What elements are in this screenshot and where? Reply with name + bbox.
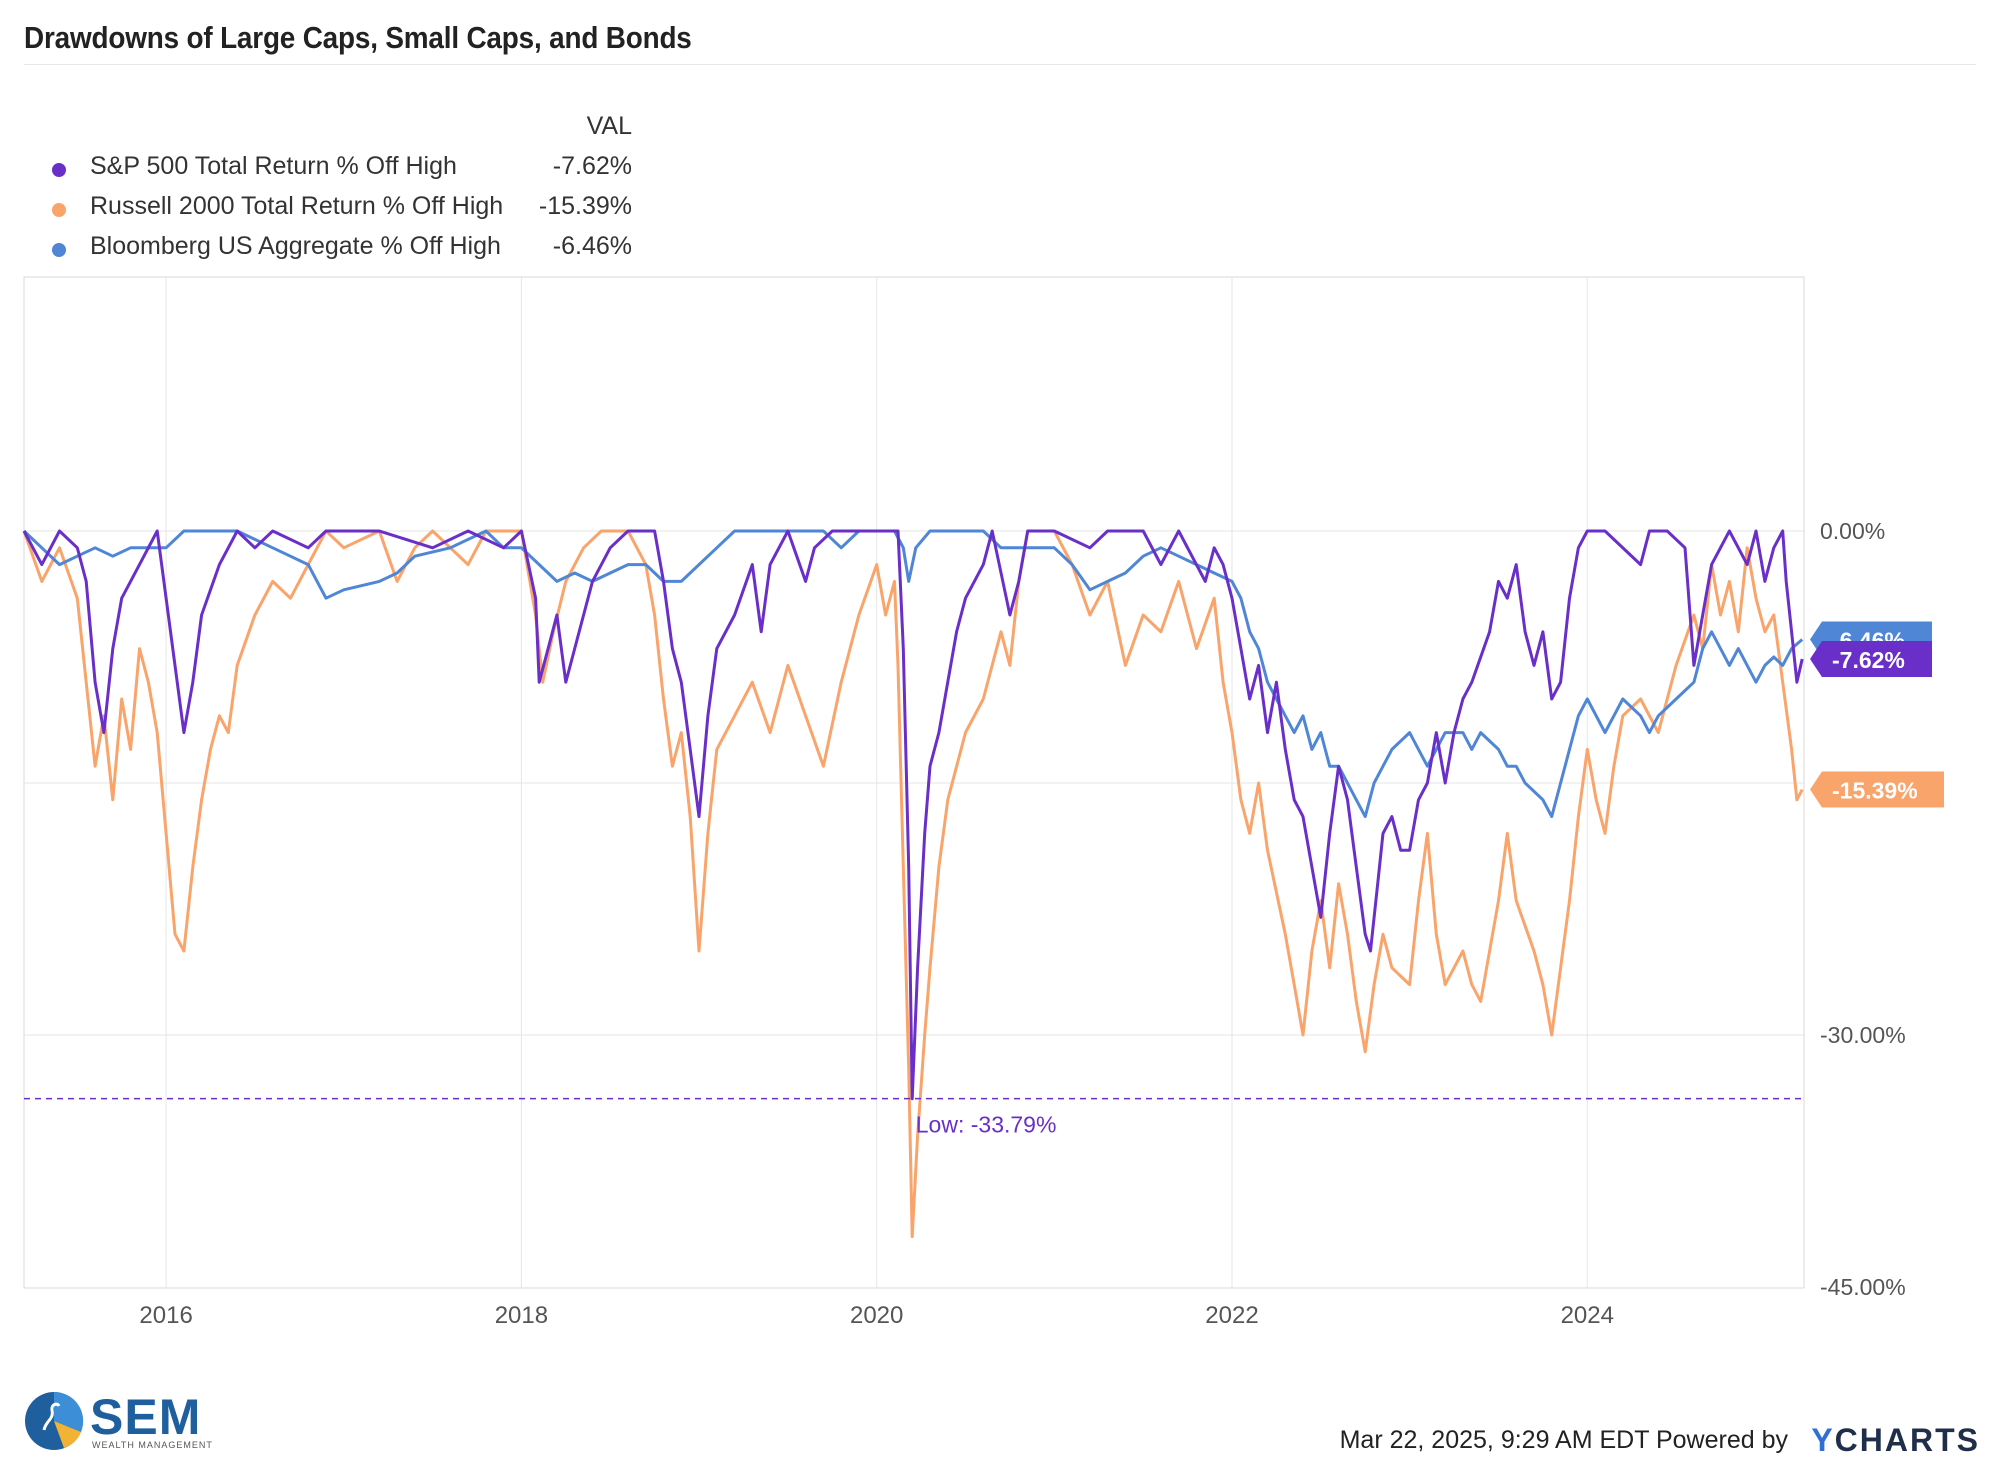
end-value-flag-0 xyxy=(1810,641,1932,678)
legend-label: Bloomberg US Aggregate % Off High xyxy=(90,232,501,260)
end-value-flag-1 xyxy=(1810,771,1944,808)
sem-logo-subtitle: WEALTH MANAGEMENT xyxy=(92,1440,213,1450)
sem-logo-text: SEM xyxy=(90,1389,202,1445)
ycharts-wordmark: CHARTS xyxy=(1834,1422,1980,1458)
legend-marker-icon xyxy=(52,243,66,257)
sem-logo-icon xyxy=(25,1391,84,1450)
ycharts-y-icon: Y xyxy=(1811,1422,1835,1458)
legend-marker-icon xyxy=(52,163,66,177)
x-tick-label: 2022 xyxy=(1205,1302,1258,1329)
legend-item-bloomberg-agg[interactable]: Bloomberg US Aggregate % Off High -6.46% xyxy=(52,232,632,268)
x-tick-label: 2024 xyxy=(1561,1302,1614,1329)
ycharts-logo[interactable]: YCHARTS xyxy=(1811,1422,1980,1459)
chart-title: Drawdowns of Large Caps, Small Caps, and… xyxy=(24,20,692,55)
legend-label: S&P 500 Total Return % Off High xyxy=(90,152,457,180)
y-tick-label: 0.00% xyxy=(1820,518,1885,544)
end-value-label-1: -15.39% xyxy=(1832,778,1918,804)
title-divider xyxy=(24,64,1976,65)
end-value-label-0: -7.62% xyxy=(1832,647,1905,673)
legend-value: -7.62% xyxy=(552,152,632,180)
legend-value: -15.39% xyxy=(538,192,632,220)
y-tick-label: -45.00% xyxy=(1820,1274,1906,1300)
series-line-2[interactable] xyxy=(22,529,1804,819)
legend-label: Russell 2000 Total Return % Off High xyxy=(90,192,504,220)
legend-value: -6.46% xyxy=(552,232,632,260)
legend-marker-icon xyxy=(52,203,66,217)
low-annotation: Low: -33.79% xyxy=(916,1112,1057,1138)
y-tick-label: -30.00% xyxy=(1820,1022,1906,1048)
legend-item-russell2000[interactable]: Russell 2000 Total Return % Off High -15… xyxy=(52,192,632,228)
series-line-1[interactable] xyxy=(22,529,1804,1239)
x-tick-label: 2020 xyxy=(850,1302,903,1329)
legend-header: VAL xyxy=(586,112,632,140)
footer-timestamp: Mar 22, 2025, 9:29 AM EDT Powered by xyxy=(1339,1426,1788,1454)
legend-item-sp500[interactable]: S&P 500 Total Return % Off High -7.62% xyxy=(52,152,632,188)
series-line-0[interactable] xyxy=(22,529,1804,1101)
x-tick-label: 2018 xyxy=(495,1302,548,1329)
x-tick-label: 2016 xyxy=(139,1302,192,1329)
